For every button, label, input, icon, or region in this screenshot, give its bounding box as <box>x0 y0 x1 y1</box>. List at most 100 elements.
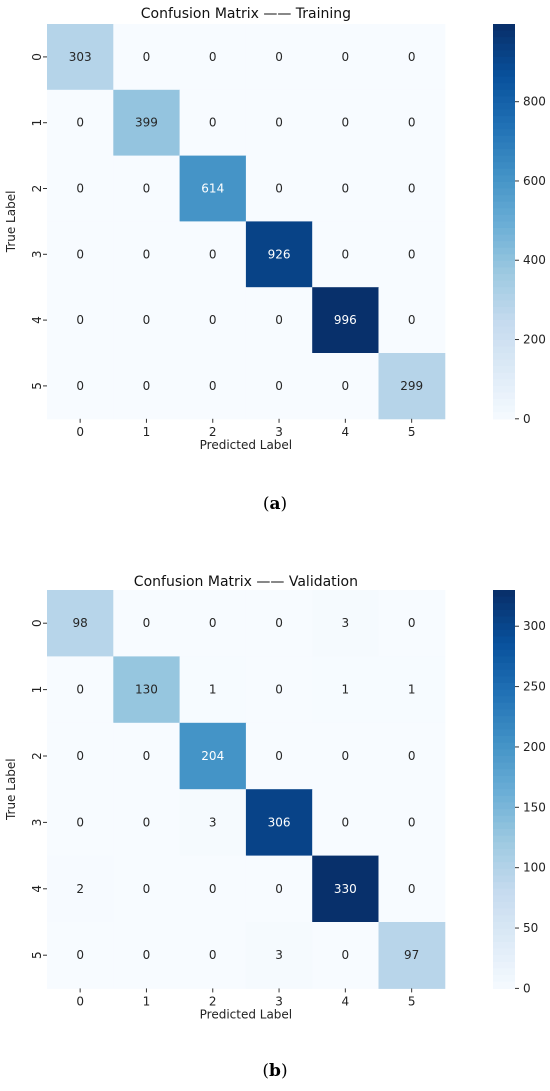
cell-value: 0 <box>76 182 84 196</box>
cell-value: 0 <box>76 379 84 393</box>
colorbar-segment <box>493 346 515 354</box>
colorbar-segment <box>493 636 515 644</box>
colorbar-segment <box>493 603 515 611</box>
cell-value: 3 <box>209 815 217 829</box>
colorbar-segment <box>493 835 515 843</box>
heatmap-cell <box>312 155 379 222</box>
colorbar-segment <box>493 915 515 923</box>
y-tick-label: 3 <box>30 250 44 258</box>
colorbar-segment <box>493 855 515 863</box>
y-tick-label: 4 <box>30 885 44 893</box>
cell-value: 0 <box>76 247 84 261</box>
cell-value: 204 <box>201 749 224 763</box>
heatmap-cell <box>312 789 379 857</box>
x-tick-label: 2 <box>209 994 217 1008</box>
caption-b: (b) <box>262 1061 288 1081</box>
heatmap-cell <box>378 353 446 420</box>
x-tick-label: 3 <box>275 994 283 1008</box>
cell-value: 0 <box>143 247 151 261</box>
y-tick-label: 5 <box>30 382 44 390</box>
colorbar-segment <box>493 736 515 744</box>
cell-value: 0 <box>209 313 217 327</box>
cell-value: 0 <box>408 749 416 763</box>
colorbar-segment <box>493 596 515 604</box>
cell-value: 926 <box>268 247 291 261</box>
heatmap-cell <box>179 155 247 222</box>
cell-value: 0 <box>408 116 416 130</box>
cell-value: 3 <box>342 616 350 630</box>
cell-value: 0 <box>76 683 84 697</box>
colorbar-segment <box>493 293 515 301</box>
cell-value: 0 <box>275 379 283 393</box>
colorbar-segment <box>493 326 515 334</box>
cell-value: 98 <box>73 616 88 630</box>
colorbar-segment <box>493 955 515 963</box>
heatmap-cell <box>47 590 114 657</box>
y-tick-label: 0 <box>30 53 44 61</box>
colorbar-segment <box>493 149 515 157</box>
colorbar-segment <box>493 359 515 367</box>
heatmap-cell <box>245 89 313 157</box>
colorbar-segment <box>493 175 515 183</box>
colorbar-tick-label: 800 <box>523 95 546 109</box>
colorbar-segment <box>493 96 515 104</box>
colorbar-segment <box>493 43 515 51</box>
cell-value: 0 <box>209 616 217 630</box>
x-tick-label: 4 <box>342 425 350 439</box>
heatmap-cell <box>245 789 313 857</box>
colorbar-segment <box>493 195 515 203</box>
colorbar-segment <box>493 122 515 130</box>
heatmap-cell <box>113 287 181 354</box>
heatmap-cell <box>378 89 446 157</box>
colorbar-segment <box>493 716 515 724</box>
heatmap-cell <box>378 722 446 790</box>
colorbar-segment <box>493 862 515 870</box>
colorbar-segment <box>493 254 515 262</box>
cell-value: 0 <box>209 50 217 64</box>
cell-value: 0 <box>143 815 151 829</box>
cell-value: 0 <box>143 948 151 962</box>
colorbar-segment <box>493 789 515 797</box>
colorbar-segment <box>493 24 515 32</box>
cell-value: 399 <box>135 116 158 130</box>
y-tick-label: 1 <box>30 686 44 694</box>
heatmap-cell <box>179 24 247 91</box>
cell-value: 0 <box>143 313 151 327</box>
colorbar-segment <box>493 135 515 144</box>
colorbar-segment <box>493 975 515 983</box>
y-tick-label: 5 <box>30 951 44 959</box>
heatmap-cell <box>113 89 181 157</box>
cell-value: 0 <box>408 182 416 196</box>
colorbar-tick-label: 600 <box>523 174 546 188</box>
cell-value: 0 <box>275 749 283 763</box>
colorbar-segment <box>493 895 515 903</box>
heatmap-cell <box>47 722 114 790</box>
heatmap-cell <box>113 656 181 724</box>
heatmap-cell <box>245 590 313 657</box>
colorbar-segment <box>493 815 515 823</box>
heatmap-cell <box>378 590 446 657</box>
colorbar-segment <box>493 129 515 137</box>
colorbar-segment <box>493 968 515 976</box>
colorbar-segment <box>493 274 515 282</box>
y-tick-label: 1 <box>30 119 44 127</box>
heatmap-cell <box>179 722 247 790</box>
colorbar-segment <box>493 663 515 671</box>
heatmap-cell <box>312 590 379 657</box>
caption-a-label: a <box>269 494 281 514</box>
colorbar-segment <box>493 922 515 930</box>
colorbar-segment <box>493 70 515 78</box>
cell-value: 0 <box>209 116 217 130</box>
y-tick-label: 2 <box>30 185 44 193</box>
cell-value: 0 <box>342 182 350 196</box>
heatmap-cell <box>245 855 313 923</box>
cell-value: 0 <box>143 882 151 896</box>
colorbar-segment <box>493 280 515 288</box>
heatmap-cell <box>179 89 247 157</box>
heatmap-cell <box>378 855 446 923</box>
colorbar-segment <box>493 696 515 704</box>
colorbar-segment <box>493 729 515 737</box>
cell-value: 1 <box>209 683 217 697</box>
heatmap-cell <box>245 287 313 354</box>
